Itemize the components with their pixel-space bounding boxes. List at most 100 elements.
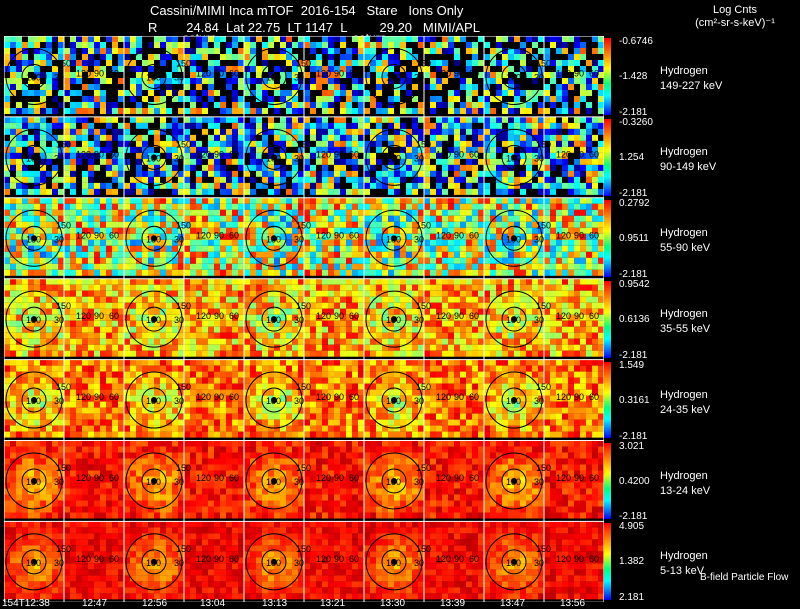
data-cell	[430, 42, 436, 48]
data-cell	[508, 263, 514, 270]
data-cell	[94, 245, 100, 252]
data-cell	[490, 245, 496, 252]
data-cell	[400, 197, 406, 204]
data-cell	[148, 102, 154, 108]
data-cell	[238, 227, 244, 234]
data-cell	[472, 326, 478, 333]
data-cell	[28, 239, 34, 246]
data-cell	[382, 128, 388, 135]
data-cell	[184, 320, 190, 327]
data-cell	[184, 290, 190, 297]
data-cell	[328, 263, 334, 270]
data-cell	[130, 116, 136, 123]
data-cell	[418, 176, 424, 183]
data-cell	[484, 182, 490, 189]
data-cell	[370, 245, 376, 252]
data-cell	[256, 257, 262, 264]
data-cell	[166, 221, 172, 228]
data-cell	[190, 278, 196, 285]
data-cell	[598, 251, 604, 258]
data-cell	[16, 332, 22, 339]
data-cell	[244, 332, 250, 339]
data-cell	[256, 284, 262, 291]
data-cell	[562, 36, 568, 42]
data-cell	[388, 128, 394, 135]
data-cell	[304, 320, 310, 327]
data-cell	[142, 302, 148, 309]
data-cell	[352, 239, 358, 246]
data-cell	[298, 158, 304, 165]
data-cell	[538, 182, 544, 189]
data-cell	[178, 36, 184, 42]
data-cell	[64, 134, 70, 141]
data-cell	[508, 42, 514, 48]
data-cell	[34, 66, 40, 72]
data-cell	[286, 239, 292, 246]
data-cell	[376, 284, 382, 291]
data-cell	[544, 72, 550, 78]
data-cell	[382, 269, 388, 276]
data-cell	[460, 146, 466, 153]
data-cell	[244, 96, 250, 102]
data-cell	[538, 233, 544, 240]
data-cell	[484, 90, 490, 96]
data-cell	[10, 134, 16, 141]
data-cell	[190, 54, 196, 60]
data-cell	[178, 203, 184, 210]
data-cell	[394, 146, 400, 153]
data-cell	[502, 203, 508, 210]
data-cell	[190, 146, 196, 153]
data-cell	[346, 152, 352, 159]
data-cell	[550, 215, 556, 222]
data-cell	[514, 36, 520, 42]
data-cell	[88, 188, 94, 195]
data-cell	[88, 72, 94, 78]
data-cell	[160, 108, 166, 114]
data-cell	[556, 176, 562, 183]
data-cell	[94, 140, 100, 147]
data-cell	[334, 197, 340, 204]
data-cell	[472, 197, 478, 204]
data-cell	[76, 278, 82, 285]
data-cell	[514, 90, 520, 96]
data-cell	[34, 128, 40, 135]
data-cell	[208, 146, 214, 153]
data-cell	[130, 314, 136, 321]
data-cell	[412, 308, 418, 315]
data-cell	[94, 122, 100, 129]
data-cell	[238, 116, 244, 123]
data-cell	[226, 134, 232, 141]
data-cell	[532, 108, 538, 114]
data-cell	[598, 102, 604, 108]
data-cell	[298, 215, 304, 222]
data-cell	[172, 239, 178, 246]
data-cell	[304, 233, 310, 240]
data-cell	[592, 66, 598, 72]
data-cell	[154, 308, 160, 315]
data-cell	[94, 170, 100, 177]
data-cell	[550, 42, 556, 48]
data-cell	[304, 326, 310, 333]
data-cell	[142, 84, 148, 90]
data-cell	[136, 54, 142, 60]
data-cell	[34, 278, 40, 285]
data-cell	[250, 164, 256, 171]
data-cell	[484, 188, 490, 195]
data-cell	[202, 140, 208, 147]
data-cell	[58, 245, 64, 252]
data-cell	[376, 320, 382, 327]
data-cell	[202, 302, 208, 309]
data-cell	[64, 128, 70, 135]
data-cell	[598, 320, 604, 327]
data-cell	[592, 302, 598, 309]
data-cell	[436, 134, 442, 141]
data-cell	[310, 302, 316, 309]
data-cell	[70, 116, 76, 123]
data-cell	[10, 54, 16, 60]
data-cell	[220, 338, 226, 345]
data-cell	[244, 257, 250, 264]
data-cell	[490, 36, 496, 42]
data-cell	[190, 284, 196, 291]
data-cell	[418, 134, 424, 141]
data-cell	[424, 308, 430, 315]
